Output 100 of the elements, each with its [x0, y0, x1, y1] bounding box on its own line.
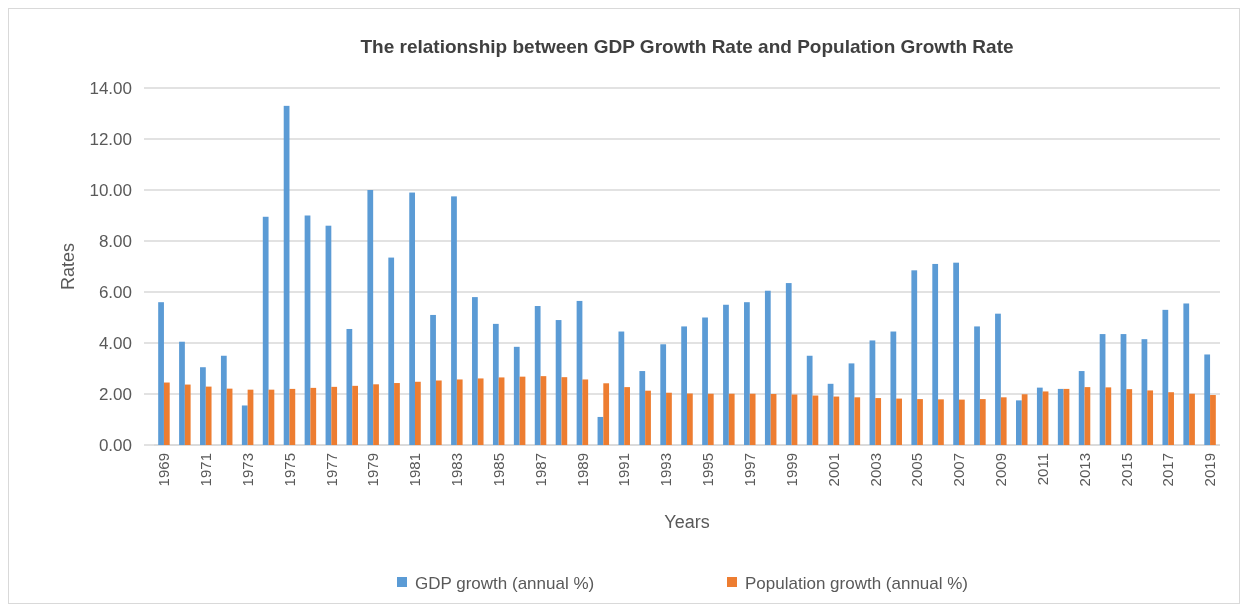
bar	[1183, 303, 1190, 445]
bar	[702, 317, 708, 445]
bar	[582, 379, 589, 445]
bar	[477, 378, 484, 445]
bar	[1078, 371, 1085, 445]
x-tick-label: 1971	[197, 453, 215, 487]
x-tick-label: 2009	[992, 453, 1010, 487]
chart-title: The relationship between GDP Growth Rate and Population Growth Rate	[360, 36, 1014, 57]
y-axis-title: Rates	[58, 242, 78, 291]
bar	[624, 387, 630, 445]
bar	[310, 387, 317, 445]
bar	[764, 290, 771, 445]
bar	[1168, 392, 1174, 445]
x-tick-label: 1999	[782, 453, 800, 487]
bar	[660, 344, 667, 445]
bar	[995, 313, 1001, 445]
x-tick-label: 1973	[238, 453, 256, 487]
bar	[331, 386, 338, 445]
x-tick-label: 1993	[657, 453, 675, 487]
bar	[472, 297, 478, 445]
bar	[1189, 393, 1195, 445]
x-tick-label: 2013	[1075, 453, 1093, 487]
bar	[346, 328, 353, 445]
x-tick-label: 2019	[1201, 453, 1219, 487]
x-tick-label: 1995	[699, 453, 717, 487]
y-tick-label: 6.00	[98, 282, 132, 302]
y-tick-label: 12.00	[89, 129, 132, 149]
y-tick-label: 4.00	[98, 333, 132, 353]
x-tick-label: 1985	[489, 453, 507, 487]
bar	[1105, 387, 1112, 445]
bar	[220, 355, 227, 445]
y-tick-label: 0.00	[98, 435, 132, 455]
bar	[707, 393, 714, 445]
bar	[681, 326, 687, 445]
bar	[1000, 397, 1007, 445]
y-tick-label: 10.00	[89, 180, 132, 200]
x-tick-label: 1979	[364, 453, 382, 487]
bar	[262, 216, 269, 445]
bar	[200, 367, 206, 445]
x-tick-label: 2017	[1159, 453, 1177, 487]
bar	[645, 390, 651, 445]
bar	[974, 326, 980, 445]
bar	[979, 399, 986, 445]
x-tick-label: 2015	[1117, 453, 1135, 487]
bar	[890, 331, 897, 445]
bar	[1036, 387, 1043, 445]
x-tick-label: 1997	[741, 453, 759, 487]
x-tick-label: 1975	[280, 453, 298, 487]
bar	[728, 393, 735, 445]
x-tick-label: 1981	[406, 453, 424, 487]
bar	[932, 263, 939, 445]
bar	[534, 306, 541, 445]
bar	[513, 346, 520, 445]
bar	[744, 302, 750, 445]
bar	[687, 393, 693, 445]
bar	[806, 355, 813, 445]
bar	[409, 192, 416, 445]
x-tick-label: 2001	[824, 453, 842, 487]
bar	[430, 314, 436, 445]
bar	[435, 380, 442, 445]
bar	[1016, 400, 1022, 445]
bar	[1210, 395, 1216, 445]
bar	[1147, 390, 1154, 445]
x-tick-label: 1983	[448, 453, 466, 487]
bar	[205, 386, 212, 445]
bar	[241, 405, 248, 445]
y-tick-label: 2.00	[98, 384, 132, 404]
bar	[1204, 354, 1211, 445]
bar	[394, 383, 400, 445]
x-tick-label: 1987	[531, 453, 549, 487]
x-axis-title: Years	[664, 512, 710, 532]
bar	[415, 381, 421, 445]
bar	[639, 371, 646, 445]
bar	[666, 392, 672, 445]
bar	[875, 398, 882, 445]
bar	[373, 384, 379, 445]
bar	[785, 283, 792, 445]
bar	[163, 382, 170, 445]
legend-label: Population growth (annual %)	[745, 573, 969, 593]
bar	[388, 257, 395, 445]
bar	[289, 388, 296, 445]
x-tick-label: 1977	[322, 453, 340, 487]
bar	[561, 377, 568, 445]
bar	[896, 398, 902, 445]
bar	[958, 399, 965, 445]
bar	[749, 393, 756, 445]
bar	[603, 383, 610, 445]
bar	[833, 396, 840, 445]
bar	[179, 341, 185, 445]
bar	[1057, 388, 1064, 445]
bar	[352, 385, 358, 445]
y-tick-label: 14.00	[89, 78, 132, 98]
bar	[1021, 394, 1028, 445]
bar	[938, 399, 944, 445]
x-tick-label: 2003	[866, 453, 884, 487]
bar	[618, 331, 625, 445]
x-tick-label: 1969	[155, 453, 173, 487]
bar	[1126, 389, 1133, 445]
x-tick-label: 2007	[950, 453, 968, 487]
bar	[456, 379, 463, 445]
